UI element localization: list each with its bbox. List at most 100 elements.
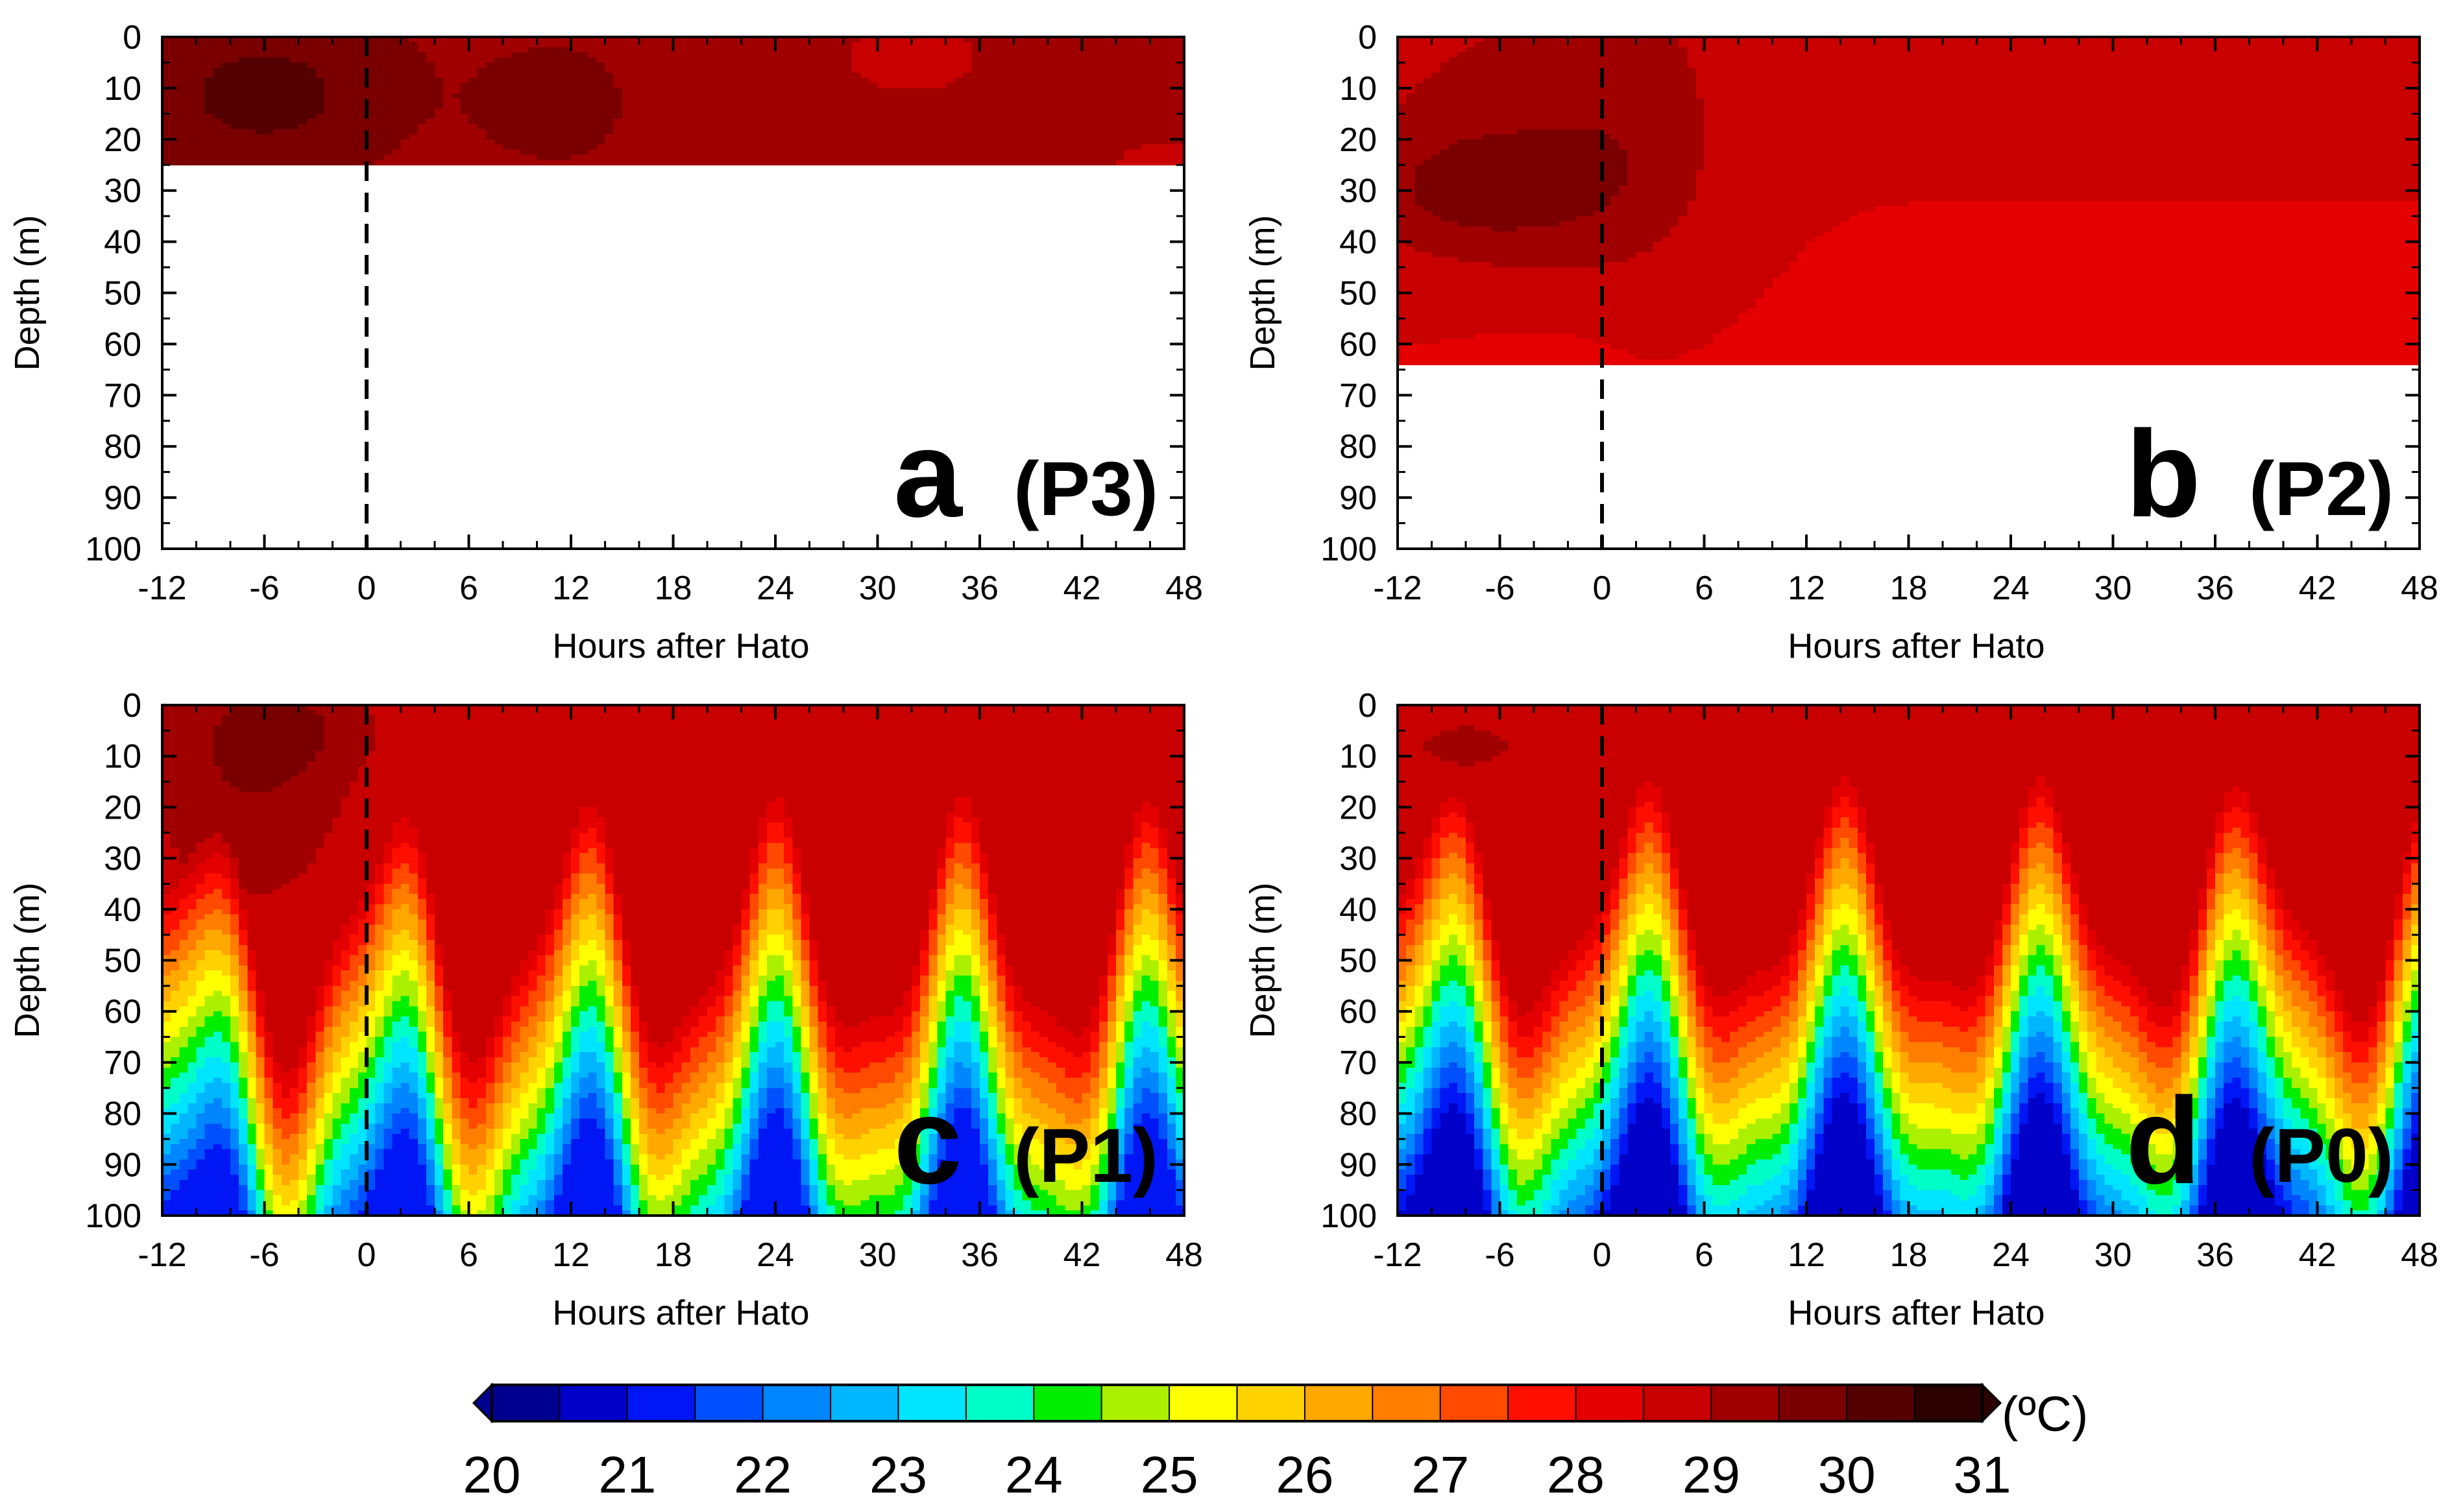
temperature-cell — [1014, 160, 1023, 166]
temperature-cell — [1406, 333, 1416, 340]
temperature-cell — [912, 67, 921, 74]
temperature-cell — [392, 149, 402, 156]
temperature-cell — [844, 67, 853, 74]
temperature-cell — [1431, 313, 1441, 319]
temperature-cell — [435, 103, 444, 110]
temperature-cell — [1499, 236, 1509, 243]
temperature-cell — [324, 108, 334, 115]
temperature-cell — [766, 149, 776, 156]
temperature-cell — [1525, 282, 1535, 289]
temperature-cell — [844, 83, 853, 89]
temperature-cell — [1056, 134, 1066, 140]
temperature-cell — [1559, 165, 1569, 171]
temperature-cell — [562, 119, 572, 125]
temperature-cell — [997, 129, 1006, 135]
temperature-cell — [834, 139, 844, 145]
temperature-cell — [452, 88, 461, 94]
temperature-cell — [698, 93, 708, 99]
temperature-cell — [1448, 308, 1458, 314]
temperature-cell — [741, 42, 751, 48]
temperature-cell — [639, 73, 648, 78]
temperature-cell — [1593, 303, 1603, 309]
temperature-cell — [1593, 226, 1603, 232]
temperature-cell — [562, 98, 572, 104]
temperature-cell — [1022, 139, 1032, 145]
temperature-cell — [1636, 83, 1645, 89]
temperature-cell — [1534, 200, 1543, 207]
temperature-cell — [1116, 67, 1125, 74]
temperature-cell — [588, 103, 598, 110]
temperature-cell — [937, 108, 947, 115]
temperature-cell — [1440, 216, 1450, 222]
temperature-cell — [929, 88, 938, 94]
temperature-cell — [188, 129, 197, 135]
temperature-cell — [239, 73, 249, 78]
temperature-cell — [920, 62, 930, 69]
temperature-cell — [690, 57, 699, 64]
temperature-cell — [605, 88, 614, 94]
temperature-cell — [1602, 175, 1611, 181]
temperature-cell — [1508, 139, 1518, 145]
temperature-cell — [1491, 88, 1501, 94]
temperature-cell — [920, 73, 930, 78]
temperature-cell — [452, 42, 461, 48]
temperature-cell — [903, 47, 912, 53]
temperature-cell — [230, 134, 239, 140]
temperature-cell — [324, 160, 334, 166]
temperature-cell — [298, 42, 308, 48]
temperature-cell — [1610, 272, 1620, 278]
temperature-cell — [1483, 206, 1492, 212]
temperature-cell — [1048, 149, 1057, 156]
temperature-cell — [1124, 114, 1134, 120]
temperature-cell — [1542, 42, 1552, 48]
temperature-cell — [869, 88, 879, 94]
temperature-cell — [1107, 154, 1117, 161]
temperature-cell — [1124, 103, 1134, 110]
temperature-cell — [869, 149, 879, 156]
temperature-cell — [341, 73, 350, 78]
temperature-cell — [622, 134, 631, 140]
temperature-cell — [1014, 83, 1023, 89]
temperature-cell — [1534, 328, 1543, 335]
temperature-cell — [443, 42, 453, 48]
temperature-cell — [1576, 252, 1586, 258]
temperature-cell — [230, 108, 239, 115]
temperature-cell — [877, 139, 887, 145]
temperature-cell — [1644, 37, 1654, 43]
temperature-cell — [903, 88, 912, 94]
temperature-cell — [485, 78, 495, 84]
temperature-cell — [1551, 93, 1560, 99]
temperature-cell — [1516, 124, 1526, 130]
temperature-cell — [1483, 349, 1492, 355]
temperature-cell — [809, 83, 819, 89]
temperature-cell — [1431, 67, 1441, 74]
temperature-cell — [1158, 154, 1168, 161]
temperature-cell — [920, 83, 930, 89]
temperature-cell — [912, 149, 921, 156]
temperature-cell — [912, 47, 921, 53]
temperature-cell — [1448, 216, 1458, 222]
temperature-cell — [1014, 119, 1023, 125]
temperature-cell — [1610, 236, 1620, 243]
temperature-cell — [809, 37, 819, 43]
temperature-cell — [1457, 221, 1466, 227]
temperature-cell — [690, 47, 699, 53]
temperature-cell — [1499, 257, 1509, 263]
temperature-cell — [1593, 67, 1603, 74]
temperature-cell — [1491, 149, 1501, 156]
temperature-cell — [1542, 282, 1552, 289]
temperature-cell — [1584, 37, 1594, 43]
temperature-cell — [1627, 200, 1637, 207]
temperature-cell — [1440, 252, 1450, 258]
temperature-cell — [1499, 88, 1509, 94]
temperature-cell — [656, 47, 666, 53]
temperature-cell — [1431, 103, 1441, 110]
temperature-cell — [1440, 272, 1450, 278]
temperature-cell — [1406, 98, 1416, 104]
temperature-cell — [1466, 221, 1475, 227]
temperature-cell — [1423, 170, 1433, 176]
temperature-cell — [485, 124, 495, 130]
temperature-cell — [426, 129, 435, 135]
temperature-cell — [204, 93, 214, 99]
temperature-cell — [1584, 129, 1594, 135]
